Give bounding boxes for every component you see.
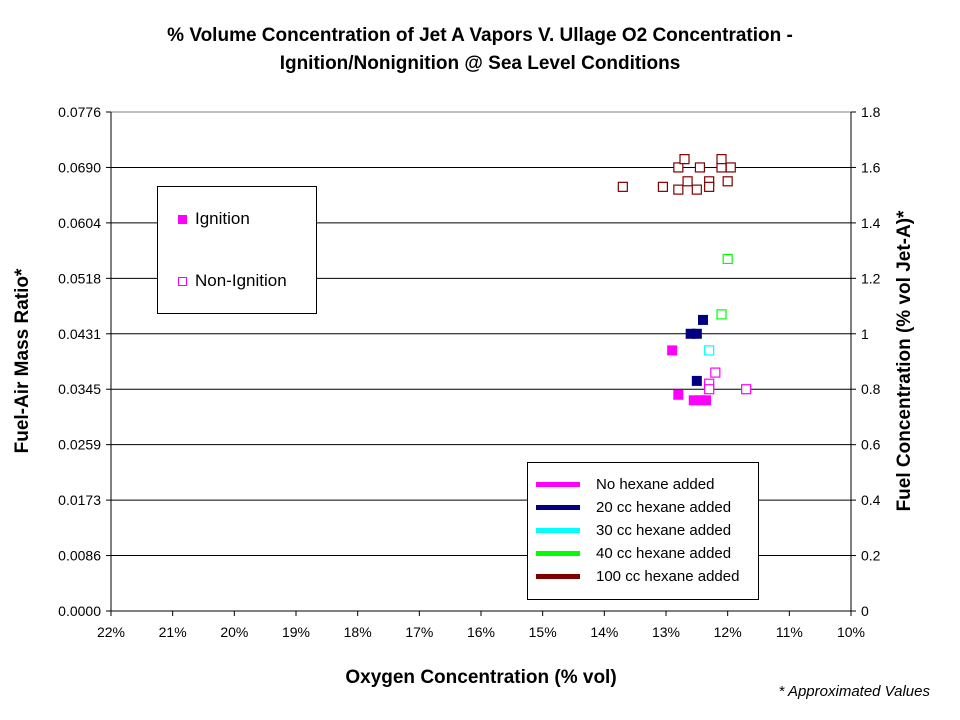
x-tick-label: 15% [529,624,557,640]
y-tick-label-left: 0.0000 [58,603,101,619]
legend-item-series-1: 20 cc hexane added [536,496,731,518]
x-tick-label: 10% [837,624,865,640]
x-tick-label: 13% [652,624,680,640]
legend-label-series: 40 cc hexane added [596,544,732,562]
y-tick-label-right: 1 [861,326,869,342]
y-tick-label-left: 0.0173 [58,492,101,508]
data-point-non-ignition [716,154,727,165]
marker-legend: Ignition Non-Ignition [157,186,317,314]
data-point-non-ignition [716,309,727,320]
y-tick-label-right: 1.2 [861,270,881,286]
y-tick-label-left: 0.0345 [58,381,101,397]
legend-label-series: No hexane added [596,475,715,493]
legend-item-non-ignition: Non-Ignition [178,271,287,291]
data-point-non-ignition [617,181,628,192]
x-tick-label: 14% [590,624,618,640]
data-point-non-ignition [657,181,669,192]
data-point-ignition [694,395,705,406]
y-tick-label-left: 0.0690 [58,159,101,175]
legend-item-ignition: Ignition [178,209,250,229]
legend-line-swatch [536,527,580,533]
legend-label-series: 100 cc hexane added [596,567,740,585]
data-point-non-ignition [704,345,715,356]
x-tick-label: 17% [405,624,433,640]
y-tick-label-left: 0.0776 [58,104,101,120]
data-point-ignition [688,395,699,406]
series-legend: No hexane added 20 cc hexane added 30 cc… [527,462,759,600]
y-tick-label-left: 0.0259 [58,437,101,453]
data-point-non-ignition [722,253,733,265]
chart-title: % Volume Concentration of Jet A Vapors V… [0,22,960,78]
data-point-non-ignition [673,162,684,173]
data-point-ignition [685,328,696,339]
y-tick-label-right: 0.8 [861,381,881,397]
axes: 0.0000 0 0.0086 0.2 0.0173 0.4 0.0259 0.6 0.0345… [58,104,881,640]
y-tick-label-left: 0.0431 [58,326,101,342]
filled-square-icon [178,214,187,224]
data-point-non-ignition [710,367,721,378]
x-tick-label: 20% [220,624,248,640]
y-tick-label-left: 0.0086 [58,548,101,564]
data-points [617,154,752,406]
legend-item-series-0: No hexane added [536,473,714,495]
legend-line-swatch [536,550,580,556]
y-axis-label-left: Fuel-Air Mass Ratio* [12,268,33,453]
y-tick-label-left: 0.0518 [58,270,101,286]
y-tick-label-right: 1.6 [861,159,881,175]
y-axis-label-right: Fuel Concentration (% vol Jet-A)* [894,210,915,511]
data-point-non-ignition [725,162,736,173]
y-tick-label-left: 0.0604 [58,215,101,231]
x-tick-label: 21% [159,624,187,640]
x-tick-label: 18% [344,624,372,640]
legend-line-swatch [536,504,580,510]
data-point-non-ignition [691,184,702,195]
legend-label-series: 20 cc hexane added [596,498,732,516]
legend-item-series-4: 100 cc hexane added [536,565,739,587]
chart-title-line-1: % Volume Concentration of Jet A Vapors V… [167,25,793,46]
chart-title-line-2: Ignition/Nonignition @ Sea Level Conditi… [279,53,681,74]
x-axis-label: Oxygen Concentration (% vol) [345,667,616,688]
y-tick-label-right: 0 [861,603,869,619]
legend-item-series-2: 30 cc hexane added [536,519,731,541]
x-tick-label: 16% [467,624,495,640]
data-point-non-ignition [704,181,715,192]
legend-line-swatch [536,481,580,487]
data-point-non-ignition [682,176,693,187]
legend-item-series-3: 40 cc hexane added [536,542,731,564]
data-point-non-ignition [673,184,684,195]
x-tick-label: 12% [714,624,742,640]
hollow-square-icon [178,276,187,286]
data-point-ignition [691,375,702,386]
footnote: * Approximated Values [778,683,930,700]
y-tick-label-right: 1.4 [861,215,881,231]
data-point-ignition [701,395,712,406]
x-tick-label: 22% [97,624,125,640]
data-point-non-ignition [704,384,715,395]
legend-label-non-ignition: Non-Ignition [195,271,287,290]
data-point-ignition [667,345,678,356]
y-tick-label-right: 0.6 [861,437,881,453]
y-tick-label-right: 1.8 [861,104,881,120]
data-point-non-ignition [679,154,690,165]
data-point-ignition [691,328,702,339]
data-point-non-ignition [694,162,706,173]
data-point-ignition [698,314,708,325]
y-tick-label-right: 0.4 [861,492,881,508]
y-tick-label-right: 0.2 [861,548,881,564]
data-point-non-ignition [741,384,752,395]
data-point-non-ignition [716,162,727,173]
legend-line-swatch [536,573,580,579]
legend-label-series: 30 cc hexane added [596,521,732,539]
legend-label-ignition: Ignition [195,209,250,228]
x-tick-label: 11% [776,624,803,640]
data-point-ignition [673,389,684,400]
data-point-non-ignition [722,176,733,187]
x-tick-label: 19% [282,624,310,640]
